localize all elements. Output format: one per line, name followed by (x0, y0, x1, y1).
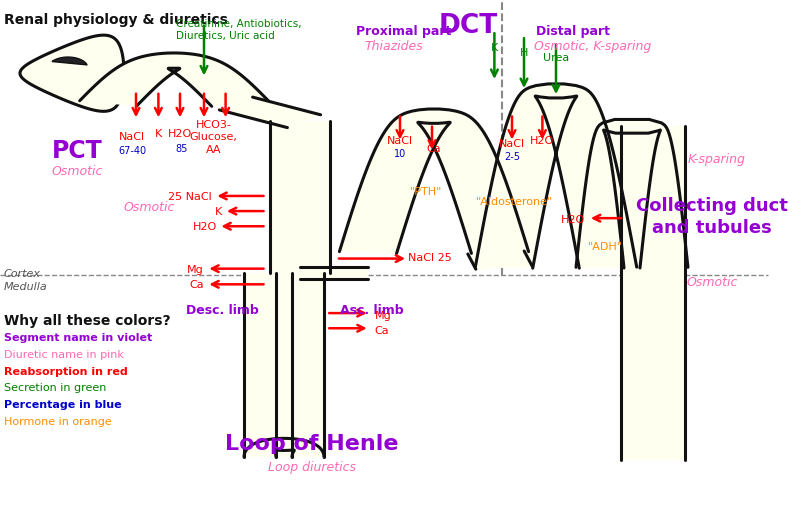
Text: Desc. limb: Desc. limb (186, 304, 258, 317)
Polygon shape (300, 267, 368, 279)
Text: NaCl: NaCl (499, 139, 525, 149)
Text: NaCl: NaCl (119, 132, 145, 142)
Text: H2O: H2O (194, 222, 218, 232)
Text: NaCl: NaCl (387, 136, 413, 146)
Text: Collecting duct
and tubules: Collecting duct and tubules (636, 197, 788, 237)
Text: Loop of Henle: Loop of Henle (226, 434, 398, 454)
Text: Secretion in green: Secretion in green (4, 383, 106, 393)
Text: Diuretic name in pink: Diuretic name in pink (4, 350, 124, 360)
Polygon shape (468, 251, 532, 269)
Polygon shape (20, 35, 124, 111)
Polygon shape (244, 438, 324, 457)
Text: Ca: Ca (190, 280, 204, 290)
Polygon shape (52, 57, 87, 65)
Text: 85: 85 (175, 144, 188, 154)
Text: Mg: Mg (374, 311, 391, 321)
Text: DCT: DCT (438, 13, 498, 38)
Text: Loop diuretics: Loop diuretics (268, 461, 356, 474)
Polygon shape (475, 84, 637, 268)
Text: Cortex: Cortex (4, 269, 41, 279)
Text: H2O: H2O (530, 136, 554, 146)
Text: Percentage in blue: Percentage in blue (4, 400, 122, 410)
Text: 67-40: 67-40 (118, 146, 146, 157)
Text: Segment name in violet: Segment name in violet (4, 333, 152, 343)
Polygon shape (276, 273, 324, 457)
Text: Hormone in orange: Hormone in orange (4, 417, 112, 427)
Text: PCT: PCT (52, 139, 102, 164)
Text: K: K (490, 43, 498, 53)
Text: Osmotic, K-sparing: Osmotic, K-sparing (534, 40, 652, 54)
Text: Reabsorption in red: Reabsorption in red (4, 367, 128, 377)
Text: K: K (215, 207, 222, 217)
Polygon shape (219, 97, 321, 128)
Text: Osmotic: Osmotic (124, 200, 175, 214)
Text: Ca: Ca (426, 144, 441, 154)
Text: Renal physiology & diuretics: Renal physiology & diuretics (4, 13, 228, 27)
Text: K: K (154, 129, 162, 139)
Text: H2O: H2O (168, 129, 192, 139)
Polygon shape (621, 126, 685, 460)
Text: Urea: Urea (543, 53, 569, 63)
Text: Distal part: Distal part (536, 25, 610, 38)
Text: 2-5: 2-5 (504, 152, 520, 162)
Text: 10: 10 (394, 149, 406, 159)
Text: "PTH": "PTH" (410, 187, 442, 197)
Polygon shape (244, 273, 292, 457)
Text: Medulla: Medulla (4, 282, 48, 292)
Polygon shape (339, 109, 529, 254)
Text: Ca: Ca (374, 326, 389, 336)
Text: Mg: Mg (187, 265, 204, 275)
Text: Creatinine, Antiobiotics,
Diuretics, Uric acid: Creatinine, Antiobiotics, Diuretics, Uri… (176, 19, 302, 41)
Polygon shape (270, 121, 330, 273)
Text: Osmotic: Osmotic (52, 165, 103, 178)
Text: Thiazides: Thiazides (364, 40, 422, 54)
Text: Osmotic: Osmotic (686, 276, 738, 289)
Text: K-sparing: K-sparing (688, 153, 746, 166)
Text: "ADH": "ADH" (588, 242, 623, 252)
Polygon shape (576, 120, 688, 268)
Text: H: H (520, 48, 528, 58)
Text: Asc. limb: Asc. limb (340, 304, 404, 317)
Polygon shape (80, 53, 268, 107)
Text: Proximal part: Proximal part (356, 25, 451, 38)
Text: "Aldosterone": "Aldosterone" (476, 197, 553, 207)
Text: Why all these colors?: Why all these colors? (4, 314, 170, 328)
Text: NaCl 25: NaCl 25 (408, 252, 452, 263)
Text: HCO3-
Glucose,
AA: HCO3- Glucose, AA (190, 120, 238, 155)
Text: 25 NaCl: 25 NaCl (168, 192, 212, 202)
Text: H2O: H2O (562, 215, 586, 225)
